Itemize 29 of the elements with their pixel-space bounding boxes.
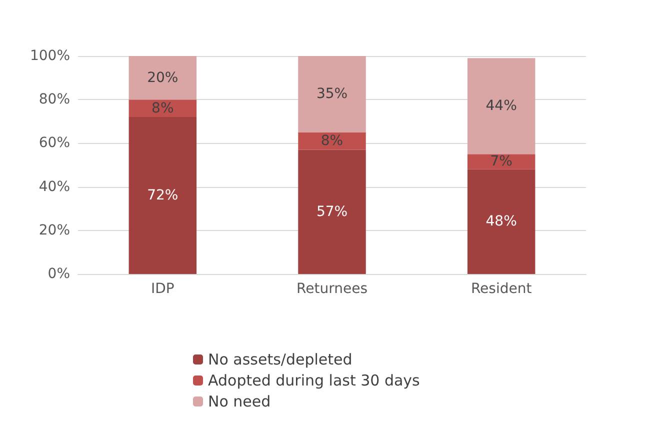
y-tick-label: 80%	[38, 92, 70, 108]
legend-label: Adopted during last 30 days	[208, 372, 420, 390]
x-tick-label: IDP	[150, 281, 174, 297]
x-tick-label: Returnees	[296, 281, 368, 297]
bar	[467, 154, 536, 170]
y-tick-label: 20%	[38, 222, 70, 238]
x-tick-label: Resident	[470, 281, 532, 297]
bar	[128, 100, 197, 118]
y-tick-label: 40%	[38, 178, 70, 195]
data-label: 48%	[486, 214, 517, 230]
bar	[128, 56, 197, 100]
y-tick-label: 0%	[48, 266, 70, 282]
bar	[467, 169, 536, 274]
data-label: 35%	[316, 86, 348, 102]
bar	[298, 150, 366, 274]
y-tick-label: 100%	[30, 48, 70, 64]
legend-label: No assets/depleted	[208, 350, 352, 368]
data-label: 8%	[152, 100, 174, 116]
data-label: 44%	[486, 98, 517, 114]
bar	[298, 56, 366, 132]
y-tick-label: 60%	[38, 135, 70, 152]
data-label: 20%	[147, 70, 178, 86]
data-label: 72%	[147, 188, 178, 204]
legend-label: No need	[208, 392, 271, 410]
data-label: 8%	[320, 133, 344, 150]
data-label: 57%	[316, 204, 348, 220]
data-label: 7%	[490, 154, 512, 170]
bar	[128, 117, 197, 274]
bar	[467, 58, 536, 154]
